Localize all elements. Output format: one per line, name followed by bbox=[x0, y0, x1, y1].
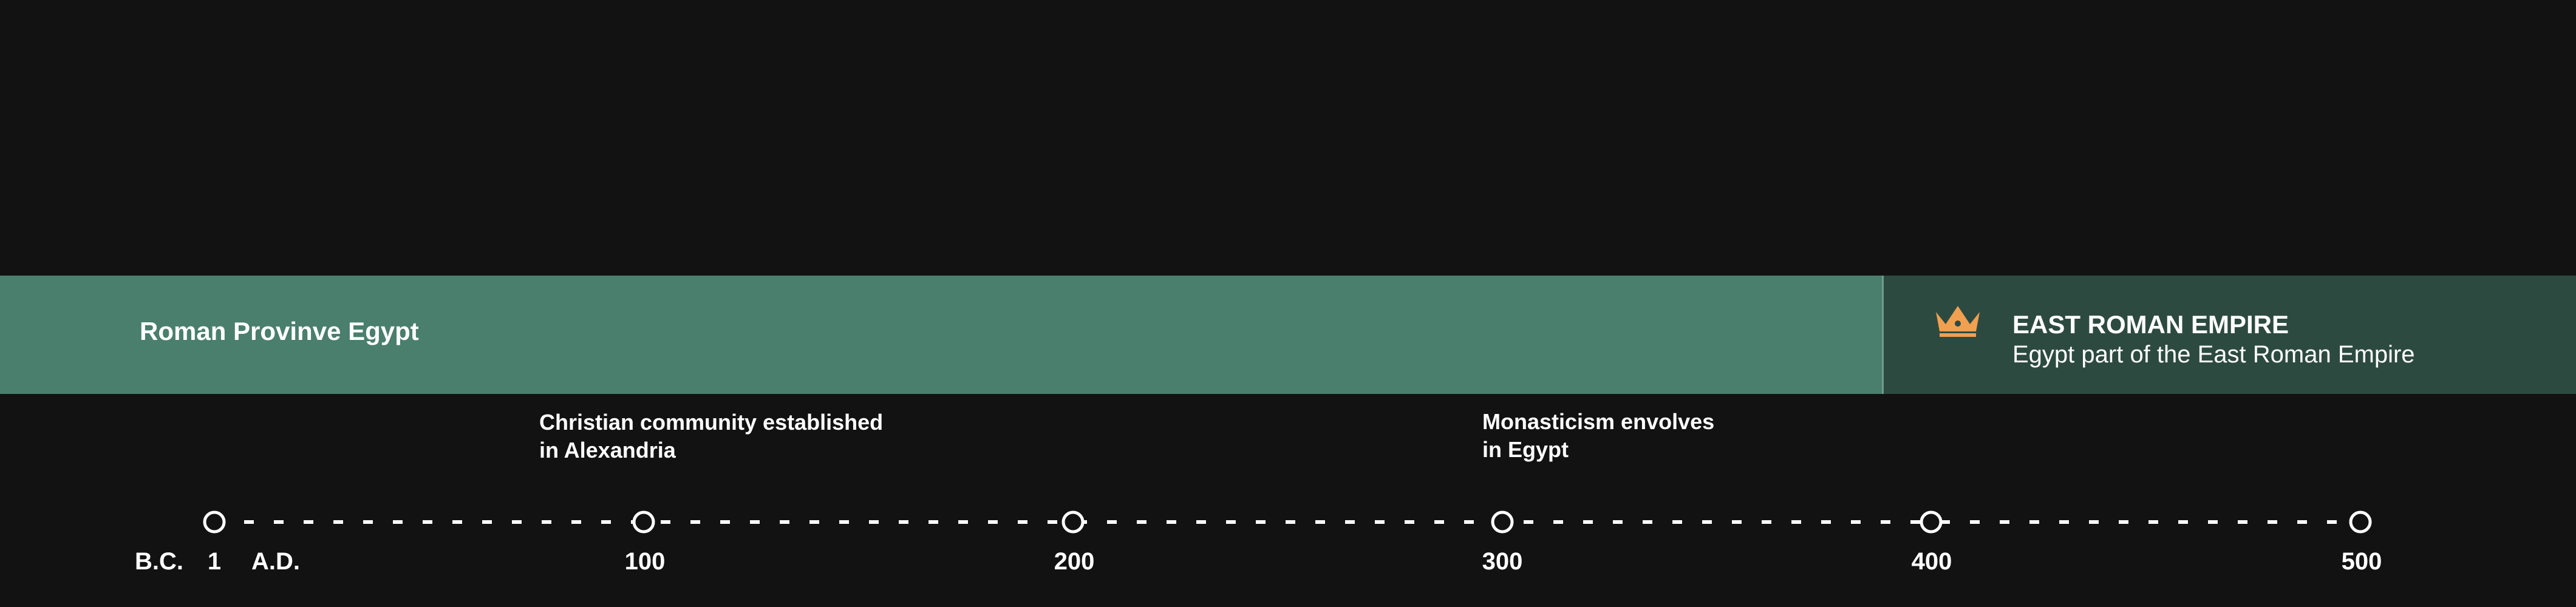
tick-label: 300 bbox=[1482, 548, 1523, 575]
roman-province-label: Roman Provinve Egypt bbox=[140, 317, 419, 345]
tick-marker bbox=[632, 510, 655, 534]
tick-marker bbox=[1491, 510, 1514, 534]
event-line: in Alexandria bbox=[539, 438, 676, 463]
crown-icon bbox=[1936, 306, 1980, 337]
east-roman-empire-subtitle: Egypt part of the East Roman Empire bbox=[2012, 341, 2415, 368]
tick-marker bbox=[2349, 510, 2372, 534]
east-roman-empire-title: EAST ROMAN EMPIRE bbox=[2012, 310, 2289, 339]
event-line: Monasticism envolves bbox=[1482, 409, 1715, 434]
event-line: Christian community established bbox=[539, 410, 884, 435]
tick-label: 1 bbox=[207, 548, 222, 575]
tick-label: 200 bbox=[1054, 548, 1095, 575]
tick-marker bbox=[203, 510, 226, 534]
era-label-ad: A.D. bbox=[251, 548, 300, 575]
band-divider bbox=[1882, 276, 1884, 394]
east-roman-empire-band bbox=[1884, 276, 2576, 394]
event-line: in Egypt bbox=[1482, 437, 1569, 462]
roman-province-band bbox=[0, 276, 1882, 394]
event-christian-community: Christian community established in Alexa… bbox=[539, 409, 883, 464]
event-monasticism: Monasticism envolves in Egypt bbox=[1482, 408, 1714, 464]
tick-label: 100 bbox=[624, 548, 666, 575]
tick-label: 500 bbox=[2341, 548, 2382, 575]
timeline-axis bbox=[203, 510, 2372, 534]
era-label-bc: B.C. bbox=[135, 548, 183, 575]
tick-label: 400 bbox=[1911, 548, 1952, 575]
tick-marker bbox=[1920, 510, 1943, 534]
tick-marker bbox=[1061, 510, 1085, 534]
